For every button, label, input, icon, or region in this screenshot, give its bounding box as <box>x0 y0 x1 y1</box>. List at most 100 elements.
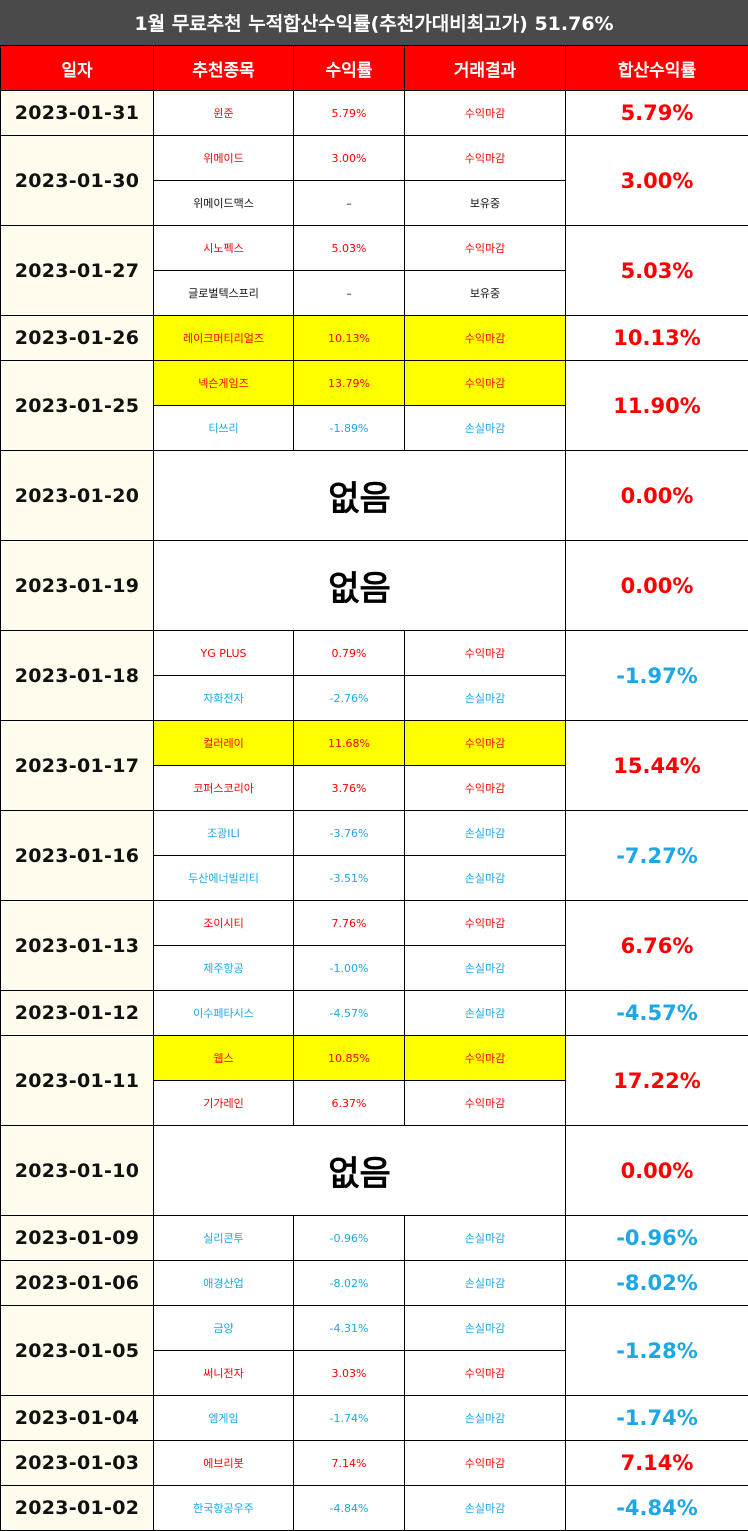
return-cell: – <box>293 270 405 316</box>
stock-name-cell: 위메이드 <box>153 135 294 181</box>
page-title: 1월 무료추천 누적합산수익률(추천가대비최고가) 51.76% <box>0 0 748 46</box>
trade-result-cell: 수익마감 <box>404 1440 566 1486</box>
total-return-cell: 3.00% <box>565 135 748 226</box>
table-row: 2023-01-26 레이크머티리얼즈 10.13% 수익마감 10.13% <box>0 315 748 361</box>
trade-result-cell: 수익마감 <box>404 1035 566 1081</box>
trade-result-cell: 수익마감 <box>404 360 566 406</box>
trade-result-cell: 보유중 <box>404 270 566 316</box>
stock-name-cell: 애경산업 <box>153 1260 294 1306</box>
stock-name-cell: YG PLUS <box>153 630 294 676</box>
trade-result-cell: 손실마감 <box>404 675 566 721</box>
stock-name-cell: 실리콘투 <box>153 1215 294 1261</box>
stock-name-cell: 조이시티 <box>153 900 294 946</box>
table-row: 2023-01-06 애경산업 -8.02% 손실마감 -8.02% <box>0 1260 748 1306</box>
stock-name-cell: 글로벌텍스프리 <box>153 270 294 316</box>
date-cell: 2023-01-26 <box>0 315 154 361</box>
stock-name-cell: 윈준 <box>153 90 294 136</box>
trade-result-cell: 수익마감 <box>404 135 566 181</box>
table-row: 2023-01-16 조광ILI -3.76% 손실마감 -7.27% <box>0 810 748 901</box>
trade-result-cell: 손실마감 <box>404 1305 566 1351</box>
trade-result-cell: 손실마감 <box>404 990 566 1036</box>
return-cell: -8.02% <box>293 1260 405 1306</box>
table-row: 2023-01-31 윈준 5.79% 수익마감 5.79% <box>0 90 748 136</box>
return-cell: 3.76% <box>293 765 405 811</box>
stock-name-cell: 넥슨게임즈 <box>153 360 294 406</box>
trade-result-cell: 보유중 <box>404 180 566 226</box>
stock-name-cell: 엠게임 <box>153 1395 294 1441</box>
date-cell: 2023-01-12 <box>0 990 154 1036</box>
trade-result-cell: 손실마감 <box>404 1395 566 1441</box>
table-row: 기가레인 6.37% 수익마감 <box>1 1080 748 1126</box>
stock-name-cell: 코퍼스코리아 <box>153 765 294 811</box>
stock-name-cell: 컬러레이 <box>153 720 294 766</box>
return-cell: -3.76% <box>293 810 405 856</box>
stock-name-cell: 시노펙스 <box>153 225 294 271</box>
date-cell: 2023-01-20 <box>0 450 154 541</box>
return-cell: -1.74% <box>293 1395 405 1441</box>
date-cell: 2023-01-09 <box>0 1215 154 1261</box>
table-row: 2023-01-20 없음 0.00% <box>0 450 748 541</box>
stock-name-cell: 써니전자 <box>153 1350 294 1396</box>
trade-result-cell: 손실마감 <box>404 1485 566 1531</box>
table-row: 2023-01-02 한국항공우주 -4.84% 손실마감 -4.84% <box>0 1485 748 1531</box>
date-cell: 2023-01-17 <box>0 720 154 811</box>
stock-name-cell: 위메이드맥스 <box>153 180 294 226</box>
total-return-cell: 11.90% <box>565 360 748 451</box>
return-cell: -3.51% <box>293 855 405 901</box>
total-return-cell: 0.00% <box>565 450 748 541</box>
trade-result-cell: 수익마감 <box>404 315 566 361</box>
total-return-cell: 5.79% <box>565 90 748 136</box>
table-row: 두산에너빌리티 -3.51% 손실마감 <box>1 855 748 901</box>
table-row: 2023-01-27 시노펙스 5.03% 수익마감 5.03% <box>0 225 748 316</box>
return-cell: -2.76% <box>293 675 405 721</box>
return-cell: 10.85% <box>293 1035 405 1081</box>
header-return: 수익률 <box>293 45 405 91</box>
stock-name-cell: 레이크머티리얼즈 <box>153 315 294 361</box>
return-cell: 3.03% <box>293 1350 405 1396</box>
total-return-cell: 17.22% <box>565 1035 748 1126</box>
table-row: 2023-01-09 실리콘투 -0.96% 손실마감 -0.96% <box>0 1215 748 1261</box>
trade-result-cell: 수익마감 <box>404 1080 566 1126</box>
returns-table: 일자 추천종목 수익률 거래결과 합산수익률 2023-01-31 윈준 5.79%… <box>0 45 748 1531</box>
total-return-cell: -0.96% <box>565 1215 748 1261</box>
total-return-cell: 6.76% <box>565 900 748 991</box>
trade-result-cell: 손실마감 <box>404 810 566 856</box>
table-row: 2023-01-04 엠게임 -1.74% 손실마감 -1.74% <box>0 1395 748 1441</box>
no-recommendation-cell: 없음 <box>153 1125 566 1216</box>
total-return-cell: 0.00% <box>565 540 748 631</box>
header-total: 합산수익률 <box>565 45 748 91</box>
trade-result-cell: 손실마감 <box>404 855 566 901</box>
date-cell: 2023-01-03 <box>0 1440 154 1486</box>
table-row: 글로벌텍스프리 – 보유중 <box>1 270 748 316</box>
trade-result-cell: 수익마감 <box>404 225 566 271</box>
trade-result-cell: 손실마감 <box>404 1260 566 1306</box>
table-header-row: 일자 추천종목 수익률 거래결과 합산수익률 <box>0 45 748 91</box>
trade-result-cell: 수익마감 <box>404 900 566 946</box>
date-cell: 2023-01-18 <box>0 630 154 721</box>
table-body: 2023-01-31 윈준 5.79% 수익마감 5.79% 2023-01-30 위메이드… <box>0 90 748 1531</box>
stock-name-cell: 자화전자 <box>153 675 294 721</box>
date-cell: 2023-01-27 <box>0 225 154 316</box>
return-cell: 7.76% <box>293 900 405 946</box>
stock-name-cell: 티쓰리 <box>153 405 294 451</box>
total-return-cell: 0.00% <box>565 1125 748 1216</box>
date-cell: 2023-01-05 <box>0 1305 154 1396</box>
return-cell: 11.68% <box>293 720 405 766</box>
table-row: 2023-01-25 넥슨게임즈 13.79% 수익마감 11.90% <box>0 360 748 451</box>
stock-name-cell: 한국항공우주 <box>153 1485 294 1531</box>
return-cell: 10.13% <box>293 315 405 361</box>
no-recommendation-cell: 없음 <box>153 450 566 541</box>
return-cell: -4.57% <box>293 990 405 1036</box>
trade-result-cell: 수익마감 <box>404 720 566 766</box>
date-cell: 2023-01-06 <box>0 1260 154 1306</box>
trade-result-cell: 수익마감 <box>404 765 566 811</box>
total-return-cell: -4.84% <box>565 1485 748 1531</box>
stock-name-cell: 이수페타시스 <box>153 990 294 1036</box>
table-row: 위메이드맥스 – 보유중 <box>1 180 748 226</box>
table-row: 2023-01-17 컬러레이 11.68% 수익마감 15.44% <box>0 720 748 811</box>
header-stock: 추천종목 <box>153 45 294 91</box>
stock-name-cell: 기가레인 <box>153 1080 294 1126</box>
total-return-cell: 15.44% <box>565 720 748 811</box>
header-date: 일자 <box>0 45 154 91</box>
